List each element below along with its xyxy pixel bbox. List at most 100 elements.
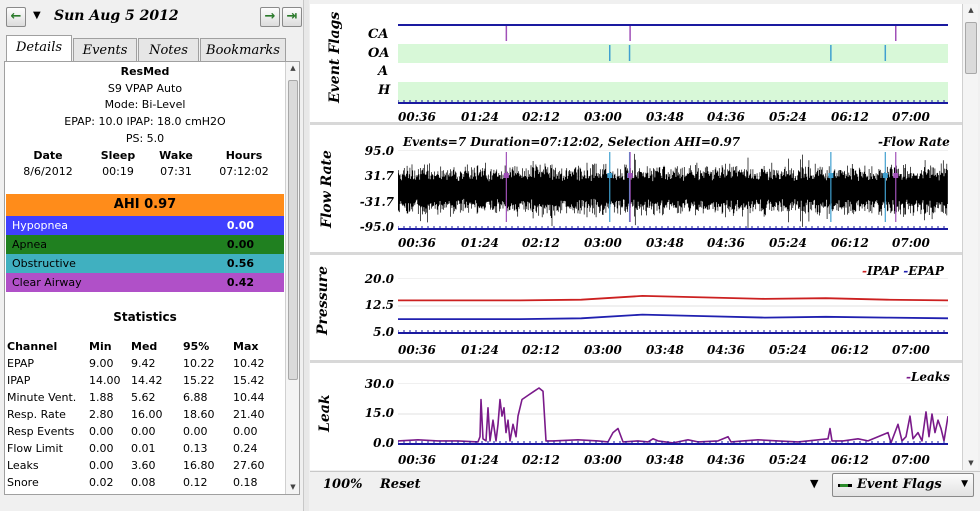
tab-details[interactable]: Details xyxy=(6,35,72,62)
flow-rate-chart[interactable] xyxy=(398,150,948,230)
y-tick: 12.5 xyxy=(364,298,394,312)
event-flags-chart[interactable] xyxy=(398,24,948,104)
session-header-date: Date xyxy=(33,149,63,162)
jump-latest-icon[interactable]: ⇥ xyxy=(282,7,302,27)
index-value: 0.00 xyxy=(226,219,254,232)
time-tick: 03:00 xyxy=(584,453,622,467)
time-tick: 02:12 xyxy=(522,236,560,250)
dropdown-arrow-icon[interactable]: ▼ xyxy=(810,477,819,490)
y-tick: -95.0 xyxy=(359,220,394,234)
scroll-thumb[interactable] xyxy=(965,22,977,74)
scroll-thumb[interactable] xyxy=(288,80,298,380)
stat-cell: 21.40 xyxy=(233,408,265,421)
time-tick: 01:24 xyxy=(461,236,499,250)
index-obstructive: Obstructive 0.56 xyxy=(6,254,284,273)
pressure-chart[interactable] xyxy=(398,278,948,334)
time-tick: 03:48 xyxy=(646,110,684,124)
index-label: Apnea xyxy=(12,238,47,251)
stat-cell: 0.18 xyxy=(233,476,258,489)
stat-header: Channel xyxy=(7,340,58,353)
stat-cell: 0.01 xyxy=(131,442,156,455)
flow-rate-header: Events=7 Duration=07:12:02, Selection AH… xyxy=(403,135,741,149)
tab-bookmarks[interactable]: Bookmarks xyxy=(200,38,286,62)
time-tick: 01:24 xyxy=(461,110,499,124)
stat-cell: 18.60 xyxy=(183,408,215,421)
device-mode: Mode: Bi-Level xyxy=(104,98,186,111)
stat-cell: 0.24 xyxy=(233,442,258,455)
scroll-up-icon[interactable]: ▲ xyxy=(968,6,974,14)
graph-separator[interactable] xyxy=(310,122,962,125)
stat-header: Min xyxy=(89,340,112,353)
time-tick: 07:00 xyxy=(892,110,930,124)
stat-cell: Flow Limit xyxy=(7,442,63,455)
forward-arrow-icon[interactable]: → xyxy=(260,7,280,27)
scroll-down-icon[interactable]: ▼ xyxy=(968,459,974,467)
tab-notes[interactable]: Notes xyxy=(138,38,199,62)
stat-cell: 6.88 xyxy=(183,391,208,404)
stat-cell: 0.13 xyxy=(183,442,208,455)
date-label: Sun Aug 5 2012 xyxy=(54,8,179,24)
legend-swatch: - xyxy=(903,264,909,278)
flow-waveform xyxy=(398,153,948,228)
ipap-line xyxy=(398,294,948,302)
index-clear-airway: Clear Airway 0.42 xyxy=(6,273,284,292)
time-tick: 00:36 xyxy=(398,453,436,467)
y-tick: 95.0 xyxy=(364,144,394,158)
selector-swatch-icon xyxy=(840,484,848,487)
reset-button[interactable]: Reset xyxy=(380,477,421,492)
scroll-down-icon[interactable]: ▼ xyxy=(290,483,296,491)
stat-header: 95% xyxy=(183,340,210,353)
stat-cell: 0.00 xyxy=(89,425,114,438)
time-tick: 04:36 xyxy=(707,236,745,250)
statistics-title: Statistics xyxy=(113,310,177,324)
event-marker xyxy=(503,173,509,178)
time-tick: 07:00 xyxy=(892,236,930,250)
selector-label: Event Flags xyxy=(857,477,942,492)
y-tick: -31.7 xyxy=(359,195,394,209)
session-wake: 07:31 xyxy=(160,165,192,178)
stat-header: Max xyxy=(233,340,259,353)
stat-cell: 0.00 xyxy=(183,425,208,438)
time-axis: 00:36 01:24 02:12 03:00 03:48 04:36 05:24 06:12… xyxy=(398,343,948,359)
pressure-legend: -IPAP -EPAP xyxy=(862,264,944,278)
event-marker xyxy=(607,173,613,178)
dropdown-arrow-icon[interactable]: ▼ xyxy=(33,10,41,21)
index-label: Clear Airway xyxy=(12,276,82,289)
back-arrow-icon[interactable]: ← xyxy=(6,7,26,27)
legend-label: Leaks xyxy=(910,370,950,384)
graph-selector[interactable]: Event Flags ▼ xyxy=(832,473,974,497)
tab-events[interactable]: Events xyxy=(73,38,137,62)
stat-cell: 0.00 xyxy=(89,442,114,455)
time-tick: 06:12 xyxy=(831,343,869,357)
leak-legend: -Leaks xyxy=(906,370,950,384)
ahi-bar: AHI 0.97 xyxy=(6,194,284,216)
leak-chart[interactable] xyxy=(398,383,948,445)
flag-label-h: H xyxy=(378,83,391,98)
flag-label-ca: CA xyxy=(368,27,389,42)
time-tick: 07:00 xyxy=(892,343,930,357)
graph-separator[interactable] xyxy=(310,360,962,363)
session-date: 8/6/2012 xyxy=(23,165,73,178)
time-tick: 05:24 xyxy=(769,110,807,124)
stat-cell: 5.62 xyxy=(131,391,156,404)
scroll-up-icon[interactable]: ▲ xyxy=(290,64,296,72)
time-tick: 06:12 xyxy=(831,453,869,467)
details-scrollbar[interactable]: ▲ ▼ xyxy=(285,62,299,494)
device-brand: ResMed xyxy=(120,65,170,78)
stat-cell: EPAP xyxy=(7,357,35,370)
stat-cell: 0.00 xyxy=(131,425,156,438)
graph-scrollbar[interactable]: ▲ ▼ xyxy=(962,4,978,470)
flag-band-h xyxy=(398,82,948,102)
index-label: Obstructive xyxy=(12,257,76,270)
flow-rate-legend: -Flow Rate xyxy=(878,135,950,149)
panel-splitter[interactable] xyxy=(303,0,309,511)
stat-cell: 0.00 xyxy=(89,459,114,472)
time-tick: 03:48 xyxy=(646,453,684,467)
time-tick: 05:24 xyxy=(769,343,807,357)
stat-cell: 16.00 xyxy=(131,408,163,421)
time-tick: 03:48 xyxy=(646,343,684,357)
time-tick: 03:00 xyxy=(584,110,622,124)
stat-cell: 15.42 xyxy=(233,374,265,387)
graph-separator[interactable] xyxy=(310,252,962,255)
